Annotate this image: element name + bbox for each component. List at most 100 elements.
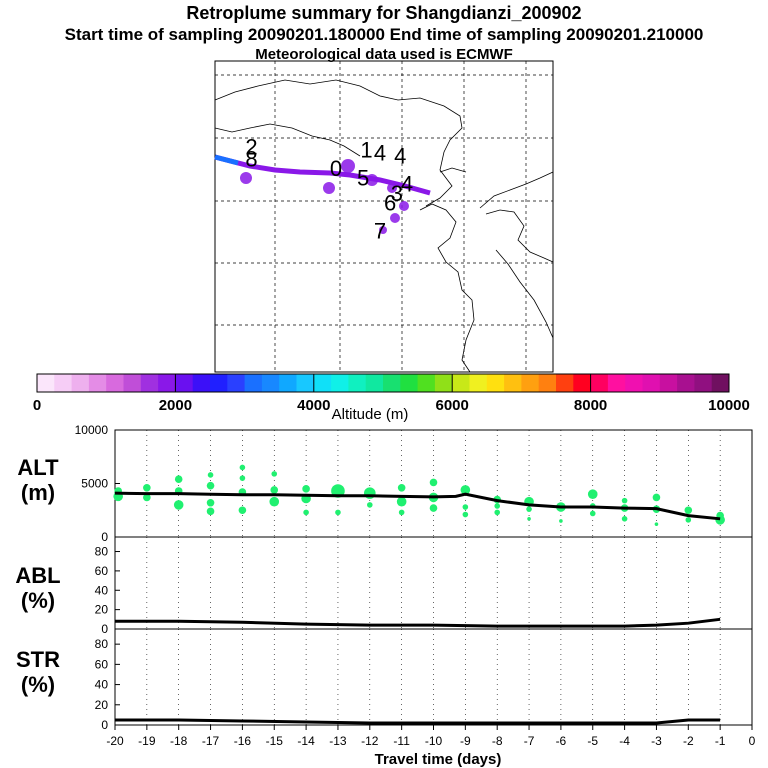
- x-axis-label: Travel time (days): [375, 751, 502, 768]
- colorbar-tick-label: 8000: [574, 397, 607, 414]
- colorbar-tick-label: 2000: [159, 397, 192, 414]
- y-tick-label: 80: [95, 637, 109, 651]
- cluster-point: [270, 486, 279, 494]
- cluster-point: [462, 511, 469, 518]
- colorbar-cell: [556, 374, 574, 392]
- colorbar-cell: [659, 374, 678, 392]
- colorbar-label: Altitude (m): [332, 406, 409, 422]
- x-tick-label: -19: [138, 734, 156, 748]
- cluster-point: [527, 517, 531, 521]
- colorbar-cell: [296, 374, 315, 392]
- colorbar-cell: [331, 374, 349, 392]
- colorbar-cell: [694, 374, 713, 392]
- panel-frame: [114, 628, 753, 726]
- x-tick-label: 0: [749, 734, 756, 748]
- series-line: [115, 718, 721, 725]
- cluster-point: [367, 502, 373, 508]
- cluster-point: [143, 483, 151, 492]
- alt-panel: 0 5000 10000 ALT(m): [17, 423, 753, 544]
- x-tick-label: -5: [587, 734, 598, 748]
- x-tick-label: -10: [425, 734, 443, 748]
- x-tick-label: -2: [683, 734, 694, 748]
- colorbar-cell: [711, 374, 730, 392]
- cluster-point: [238, 506, 247, 515]
- colorbar-cell: [434, 374, 453, 392]
- cluster-point: [398, 509, 405, 516]
- y-axis-label-unit: (m): [21, 480, 55, 505]
- cluster-point: [302, 485, 310, 493]
- colorbar-cell: [158, 374, 176, 392]
- colorbar-cells: [37, 374, 730, 392]
- cluster-point: [269, 496, 280, 507]
- cluster-point: [429, 504, 438, 512]
- cluster-point: [621, 497, 628, 504]
- y-tick-label: 20: [95, 603, 109, 617]
- cluster-point: [335, 509, 341, 516]
- colorbar-cell: [538, 374, 557, 392]
- colorbar-tick-label: 6000: [436, 397, 469, 414]
- cluster-point: [143, 493, 151, 502]
- cluster-point: [303, 509, 309, 516]
- abl-panel: 0 20 40 60 80 ABL(%): [15, 536, 753, 636]
- y-axis-label-unit: (%): [21, 588, 55, 613]
- x-tick-label: -13: [329, 734, 347, 748]
- colorbar-cell: [607, 374, 626, 392]
- cluster-point: [685, 517, 692, 523]
- colorbar-cell: [244, 374, 263, 392]
- x-tick-label: -17: [202, 734, 220, 748]
- cluster-point: [239, 475, 246, 481]
- colorbar-cell: [504, 374, 522, 392]
- x-tick-label: -9: [460, 734, 471, 748]
- x-axis: -20 -19 -18 -17 -16 -15 -14 -13 -12 -11 -10 -9 -8 -7-…: [106, 725, 756, 768]
- cluster-point: [206, 498, 215, 507]
- met-data-note: Meteorological data used is ECMWF: [255, 46, 513, 63]
- y-tick-label: 60: [95, 564, 109, 578]
- y-tick-label: 5000: [81, 477, 108, 491]
- x-tick-label: -18: [170, 734, 188, 748]
- cluster-point: [460, 485, 471, 495]
- y-tick-label: 40: [95, 583, 109, 597]
- x-tick-label: -14: [297, 734, 315, 748]
- colorbar-cell: [383, 374, 401, 392]
- y-axis-label: STR: [16, 647, 60, 672]
- colorbar-cell: [261, 374, 280, 392]
- y-tick-label: 20: [95, 698, 109, 712]
- colorbar-cell: [210, 374, 228, 392]
- colorbar-tick-label: 10000: [708, 397, 750, 414]
- colorbar-cell: [486, 374, 505, 392]
- colorbar: 0 2000 4000 6000 8000 10000 Altitude (m): [33, 373, 750, 422]
- chart-title: Retroplume summary for Shangdianzi_20090…: [186, 3, 582, 23]
- x-tick-label: -8: [492, 734, 503, 748]
- x-tick-label: -4: [619, 734, 630, 748]
- colorbar-cell: [140, 374, 159, 392]
- cluster-point: [462, 504, 469, 510]
- colorbar-cell: [71, 374, 90, 392]
- colorbar-cell: [106, 374, 124, 392]
- y-tick-label: 0: [101, 718, 108, 732]
- colorbar-cell: [279, 374, 297, 392]
- x-tick-label: -12: [361, 734, 379, 748]
- cluster-point: [526, 506, 532, 512]
- x-tick-label: -6: [556, 734, 567, 748]
- x-tick-label: -20: [106, 734, 124, 748]
- colorbar-cell: [123, 374, 142, 392]
- y-axis-label-unit: (%): [21, 672, 55, 697]
- colorbar-cell: [365, 374, 384, 392]
- cluster-point: [494, 509, 501, 516]
- colorbar-cell: [37, 374, 55, 392]
- colorbar-cell: [54, 374, 73, 392]
- y-tick-label: 10000: [75, 423, 109, 437]
- cluster-point: [239, 464, 246, 471]
- colorbar-cell: [625, 374, 643, 392]
- cluster-point: [652, 493, 661, 502]
- colorbar-cell: [313, 374, 332, 392]
- cluster-point: [494, 503, 501, 509]
- cluster-point: [206, 507, 215, 516]
- cluster-point: [396, 496, 407, 507]
- series-line: [114, 491, 721, 521]
- cluster-point: [589, 510, 596, 517]
- x-tick-label: -15: [266, 734, 284, 748]
- x-tick-label: -11: [393, 734, 410, 748]
- x-tick-label: -7: [524, 734, 535, 748]
- x-tick-label: -16: [234, 734, 252, 748]
